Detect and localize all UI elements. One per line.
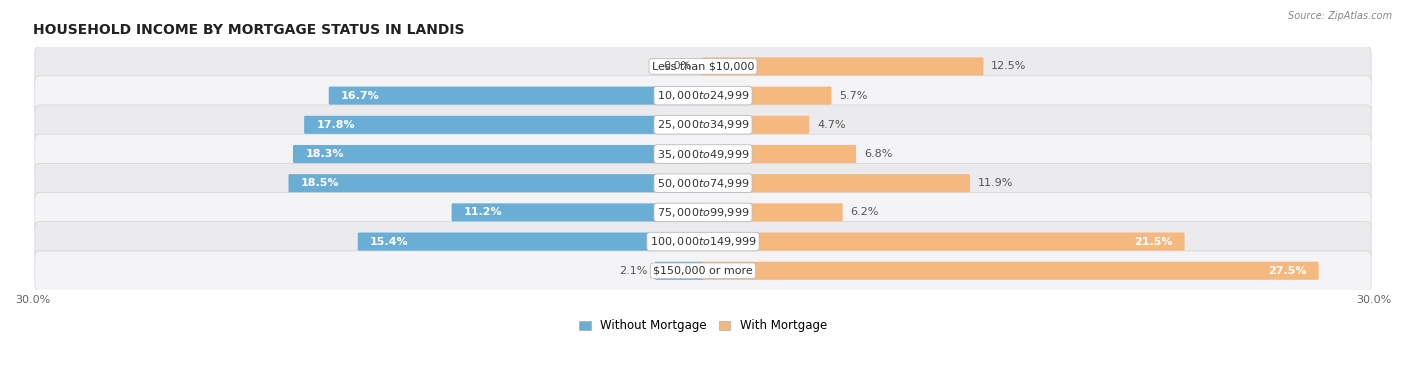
Text: 16.7%: 16.7% bbox=[342, 91, 380, 101]
Text: 27.5%: 27.5% bbox=[1268, 266, 1306, 276]
FancyBboxPatch shape bbox=[655, 262, 704, 280]
FancyBboxPatch shape bbox=[35, 251, 1371, 291]
Text: Source: ZipAtlas.com: Source: ZipAtlas.com bbox=[1288, 11, 1392, 21]
Text: 11.9%: 11.9% bbox=[977, 178, 1014, 188]
FancyBboxPatch shape bbox=[35, 105, 1371, 145]
Text: 21.5%: 21.5% bbox=[1133, 237, 1173, 246]
Text: 5.7%: 5.7% bbox=[839, 91, 868, 101]
Text: $150,000 or more: $150,000 or more bbox=[654, 266, 752, 276]
Text: 6.2%: 6.2% bbox=[851, 208, 879, 217]
FancyBboxPatch shape bbox=[35, 76, 1371, 115]
FancyBboxPatch shape bbox=[329, 87, 704, 105]
Text: $50,000 to $74,999: $50,000 to $74,999 bbox=[657, 177, 749, 190]
Text: 0.0%: 0.0% bbox=[664, 61, 692, 71]
FancyBboxPatch shape bbox=[35, 134, 1371, 174]
FancyBboxPatch shape bbox=[451, 203, 704, 222]
Legend: Without Mortgage, With Mortgage: Without Mortgage, With Mortgage bbox=[574, 315, 832, 337]
Text: $100,000 to $149,999: $100,000 to $149,999 bbox=[650, 235, 756, 248]
FancyBboxPatch shape bbox=[35, 163, 1371, 203]
FancyBboxPatch shape bbox=[702, 87, 831, 105]
FancyBboxPatch shape bbox=[357, 232, 704, 251]
Text: Less than $10,000: Less than $10,000 bbox=[652, 61, 754, 71]
Text: 2.1%: 2.1% bbox=[619, 266, 647, 276]
FancyBboxPatch shape bbox=[304, 116, 704, 134]
Text: HOUSEHOLD INCOME BY MORTGAGE STATUS IN LANDIS: HOUSEHOLD INCOME BY MORTGAGE STATUS IN L… bbox=[32, 23, 464, 37]
FancyBboxPatch shape bbox=[702, 174, 970, 192]
FancyBboxPatch shape bbox=[292, 145, 704, 163]
Text: 15.4%: 15.4% bbox=[370, 237, 409, 246]
FancyBboxPatch shape bbox=[35, 222, 1371, 262]
Text: 4.7%: 4.7% bbox=[817, 120, 845, 130]
Text: 18.3%: 18.3% bbox=[305, 149, 343, 159]
Text: 6.8%: 6.8% bbox=[863, 149, 893, 159]
Text: 17.8%: 17.8% bbox=[316, 120, 356, 130]
FancyBboxPatch shape bbox=[702, 116, 808, 134]
FancyBboxPatch shape bbox=[35, 192, 1371, 232]
FancyBboxPatch shape bbox=[702, 262, 1319, 280]
Text: $10,000 to $24,999: $10,000 to $24,999 bbox=[657, 89, 749, 102]
FancyBboxPatch shape bbox=[702, 57, 983, 76]
Text: 11.2%: 11.2% bbox=[464, 208, 502, 217]
Text: $35,000 to $49,999: $35,000 to $49,999 bbox=[657, 147, 749, 161]
Text: 12.5%: 12.5% bbox=[991, 61, 1026, 71]
FancyBboxPatch shape bbox=[702, 232, 1184, 251]
Text: 18.5%: 18.5% bbox=[301, 178, 339, 188]
Text: $75,000 to $99,999: $75,000 to $99,999 bbox=[657, 206, 749, 219]
FancyBboxPatch shape bbox=[35, 46, 1371, 86]
FancyBboxPatch shape bbox=[702, 203, 842, 222]
FancyBboxPatch shape bbox=[702, 145, 856, 163]
FancyBboxPatch shape bbox=[288, 174, 704, 192]
Text: $25,000 to $34,999: $25,000 to $34,999 bbox=[657, 118, 749, 131]
